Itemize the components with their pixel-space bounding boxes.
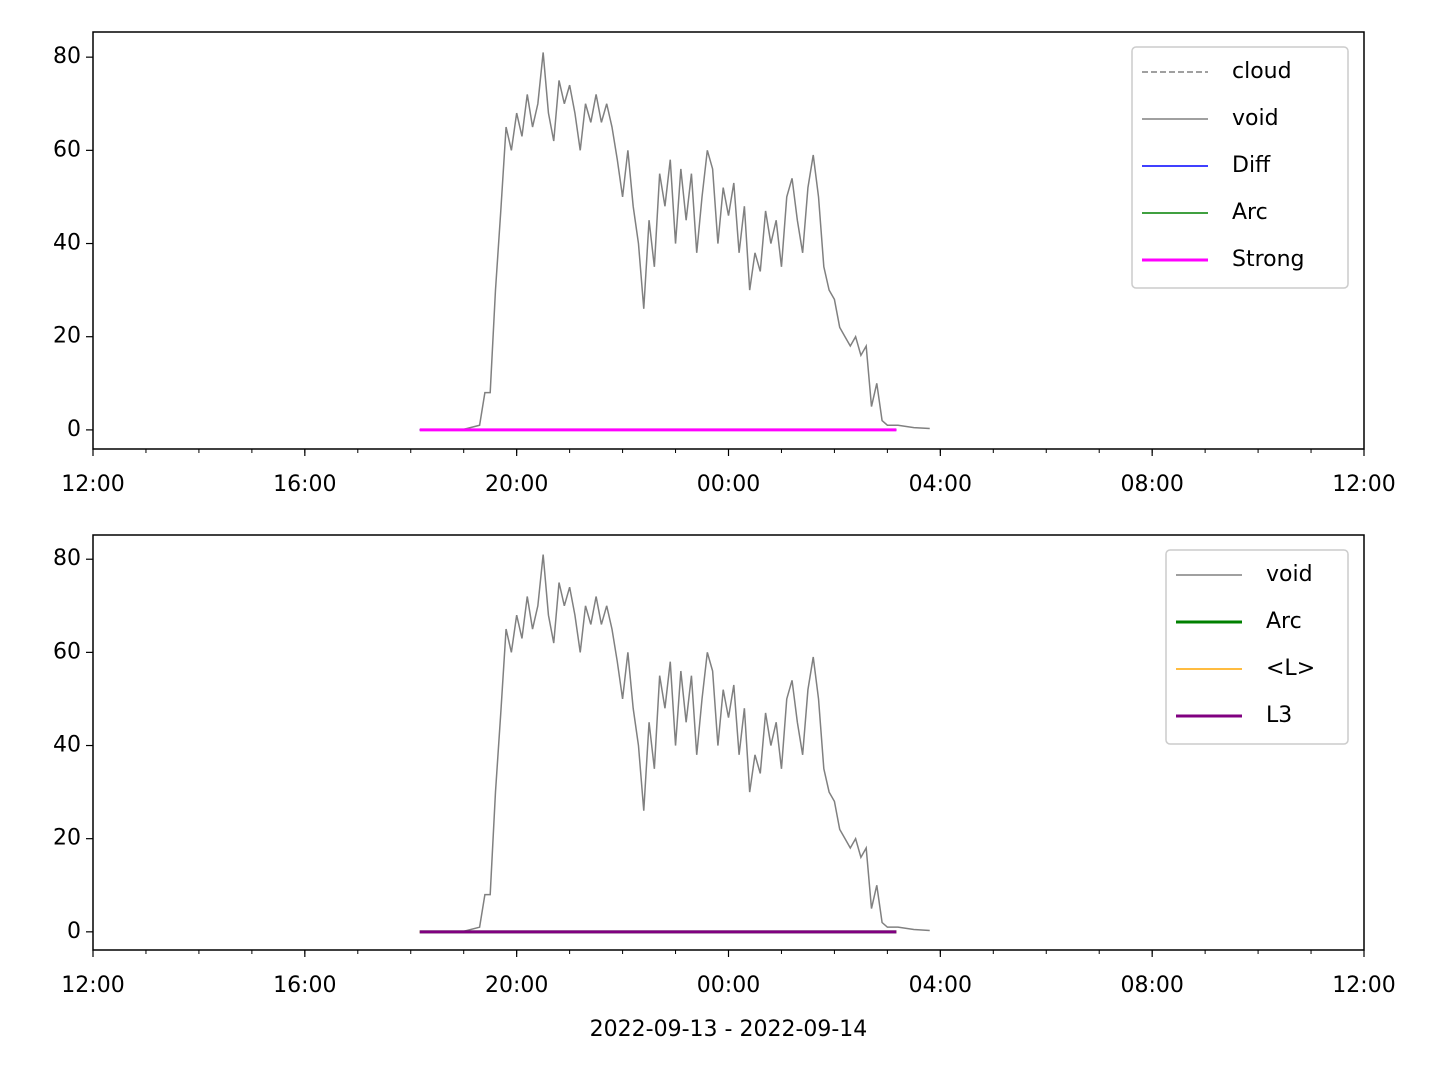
x-tick-label: 12:00 bbox=[1332, 472, 1395, 497]
y-tick-label: 0 bbox=[67, 417, 81, 442]
x-axis-label: 2022-09-13 - 2022-09-14 bbox=[590, 1017, 868, 1042]
legend-label: Strong bbox=[1232, 247, 1305, 272]
legend-label: Arc bbox=[1232, 200, 1268, 225]
x-tick-label: 20:00 bbox=[485, 973, 548, 998]
y-tick-label: 20 bbox=[53, 324, 81, 349]
legend-label: void bbox=[1266, 562, 1313, 587]
y-tick-label: 0 bbox=[67, 919, 81, 944]
y-tick-label: 60 bbox=[53, 639, 81, 664]
legend-frame bbox=[1131, 46, 1349, 289]
x-tick-label: 12:00 bbox=[61, 472, 124, 497]
legend: void Arc <L> L3 bbox=[1165, 549, 1349, 745]
legend-label: L3 bbox=[1266, 703, 1292, 728]
x-tick-label: 04:00 bbox=[909, 973, 972, 998]
legend-label: Arc bbox=[1266, 609, 1302, 634]
y-tick-label: 20 bbox=[53, 826, 81, 851]
axes-frame bbox=[92, 31, 1365, 450]
series-line bbox=[461, 554, 930, 933]
x-tick-label: 08:00 bbox=[1120, 973, 1183, 998]
legend-frame bbox=[1165, 549, 1349, 745]
x-tick-label: 00:00 bbox=[697, 472, 760, 497]
y-tick-label: 80 bbox=[53, 546, 81, 571]
y-tick-label: 40 bbox=[53, 231, 81, 256]
x-tick-label: 20:00 bbox=[485, 472, 548, 497]
axes: 12:00 16:00 20:00 00:00 04:00 08:00 12:00 0 20 40… bbox=[53, 534, 1396, 1042]
series-line bbox=[461, 52, 930, 431]
legend-label: void bbox=[1232, 106, 1279, 131]
y-tick-label: 40 bbox=[53, 733, 81, 758]
x-tick-label: 04:00 bbox=[909, 472, 972, 497]
legend-label: <L> bbox=[1266, 656, 1315, 681]
y-tick-label: 80 bbox=[53, 44, 81, 69]
x-tick-label: 00:00 bbox=[697, 973, 760, 998]
x-tick-label: 16:00 bbox=[273, 973, 336, 998]
x-tick-label: 12:00 bbox=[1332, 973, 1395, 998]
legend: cloud void Diff Arc Strong bbox=[1131, 46, 1349, 289]
axes: 12:00 16:00 20:00 00:00 04:00 08:00 12:00 0 20 40… bbox=[53, 31, 1396, 497]
axes-frame bbox=[92, 534, 1365, 951]
legend-label: cloud bbox=[1232, 59, 1292, 84]
x-tick-label: 08:00 bbox=[1120, 472, 1183, 497]
x-tick-label: 12:00 bbox=[61, 973, 124, 998]
y-tick-label: 60 bbox=[53, 137, 81, 162]
x-tick-label: 16:00 bbox=[273, 472, 336, 497]
legend-label: Diff bbox=[1232, 153, 1271, 178]
